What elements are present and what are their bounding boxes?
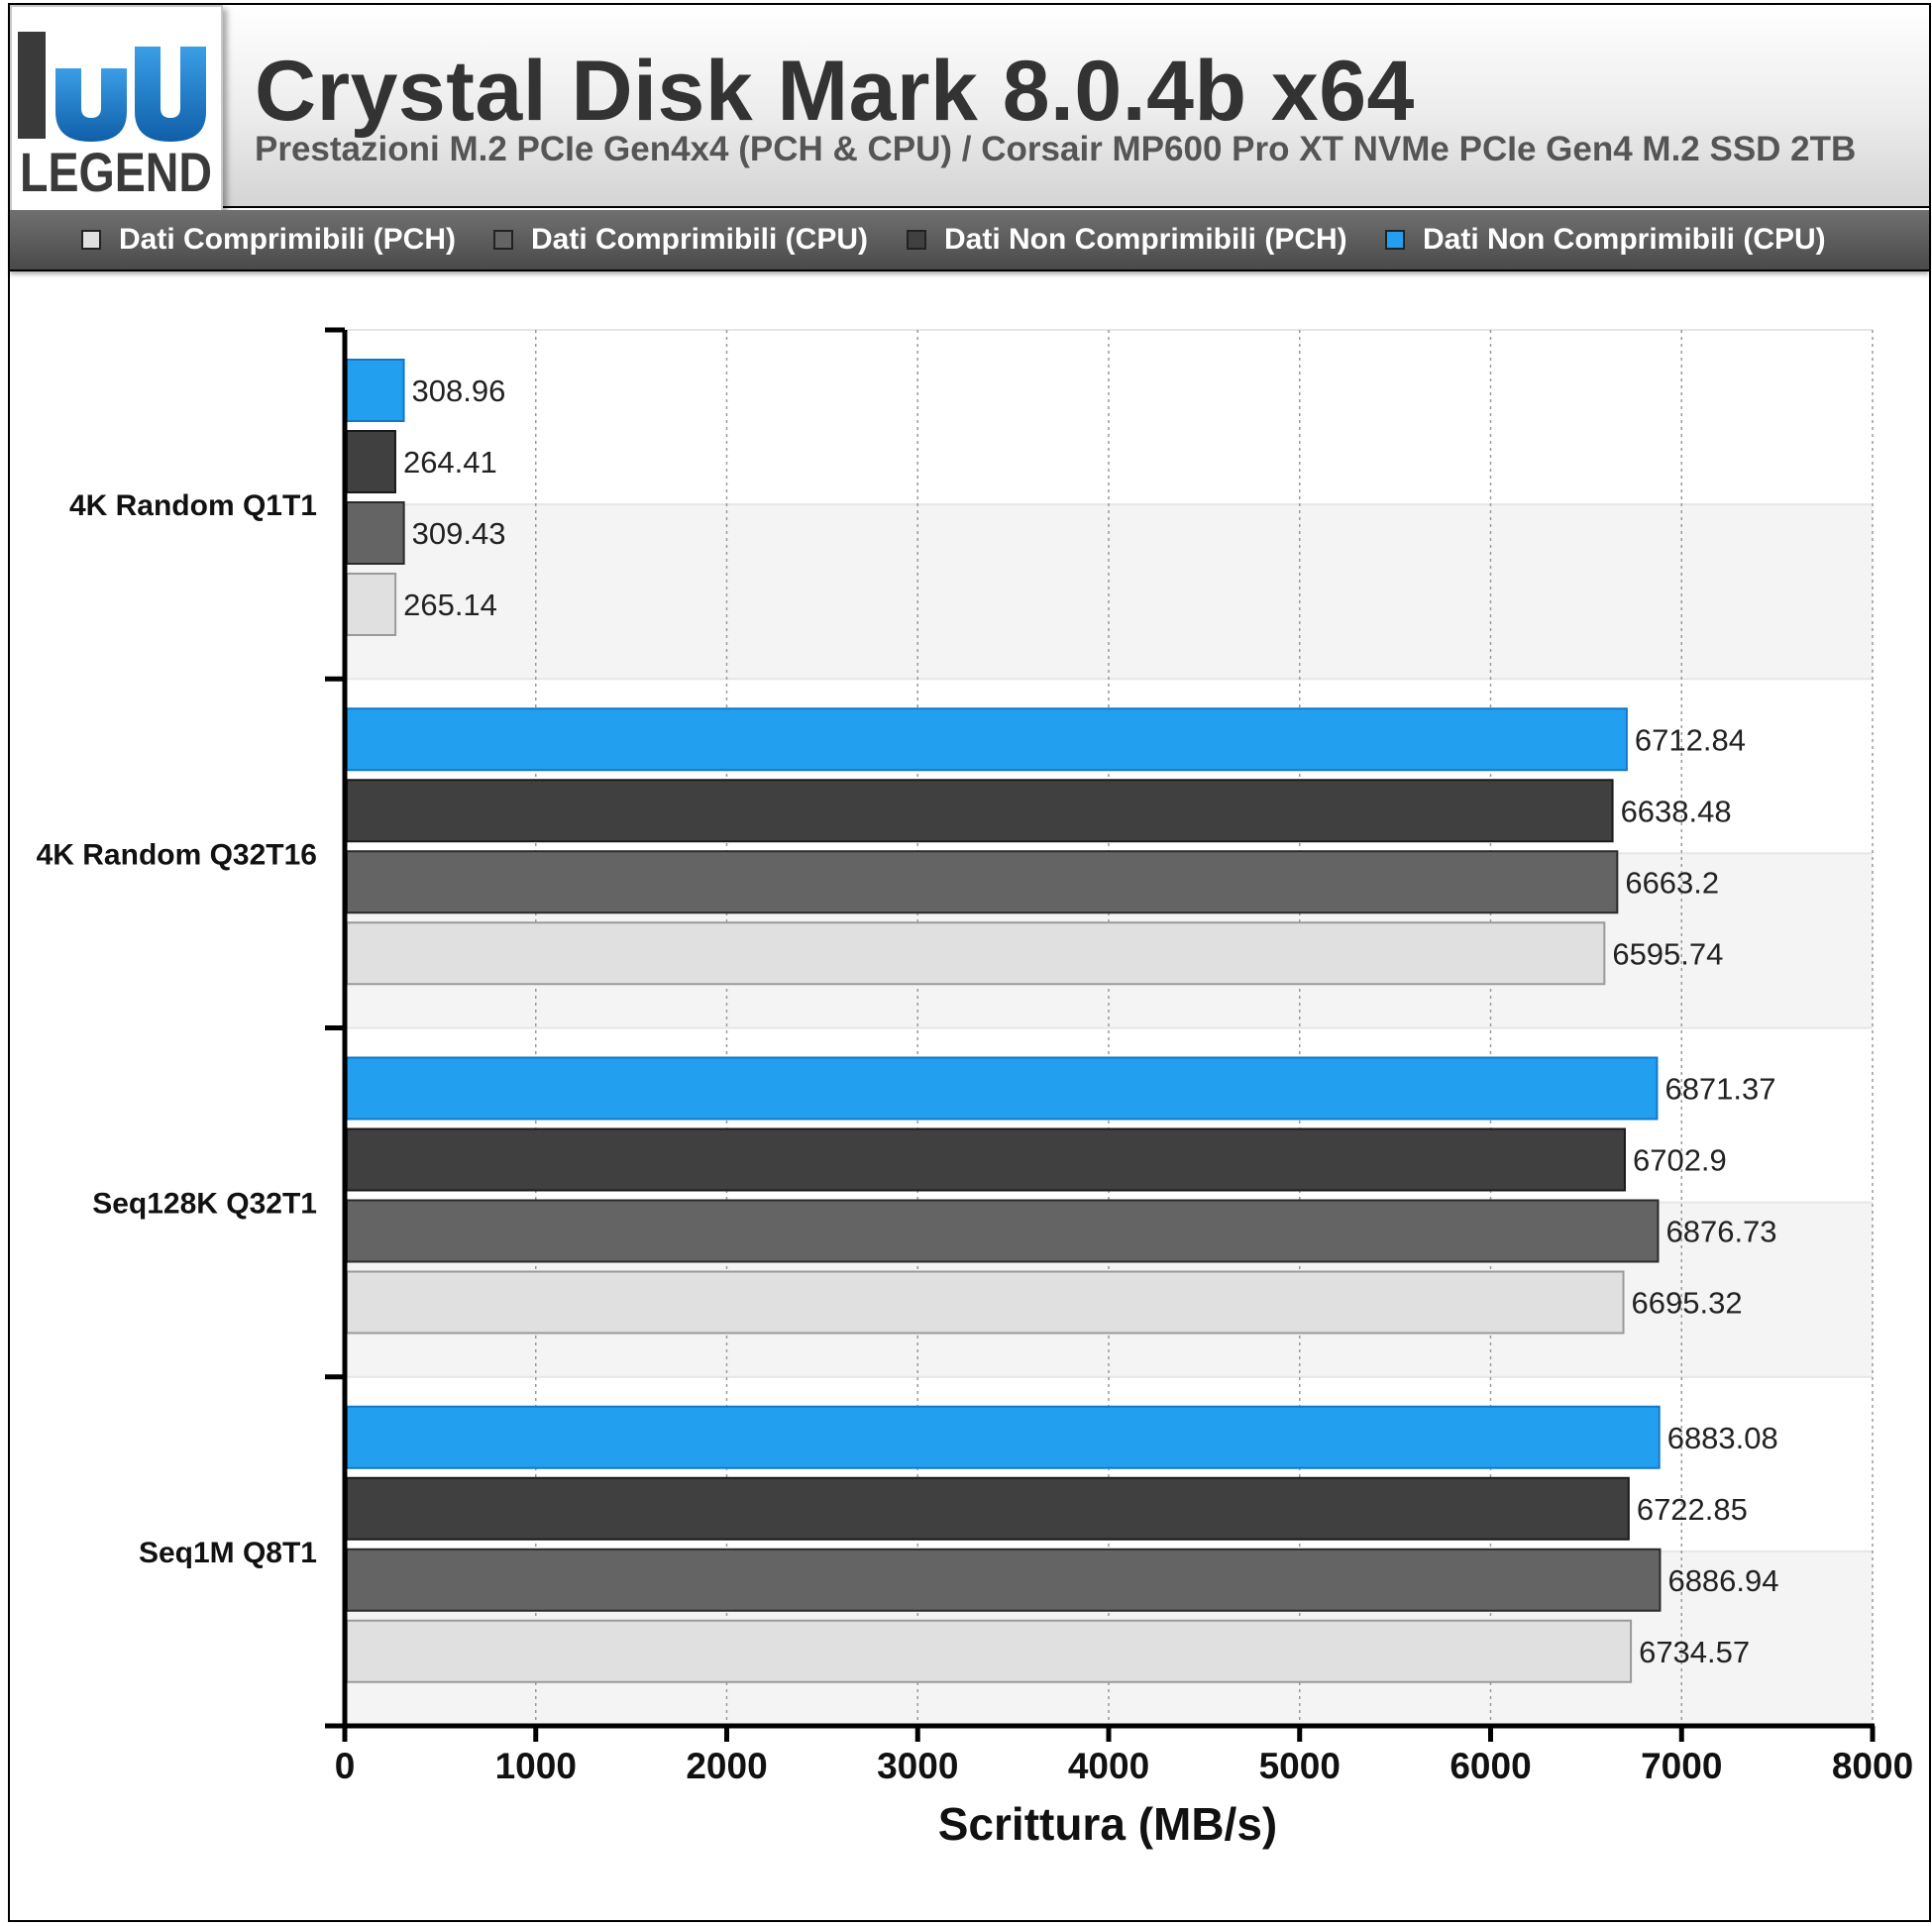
bar [346, 1270, 1625, 1335]
legend-item-comprimibili-pch: Dati Comprimibili (PCH) [81, 210, 456, 269]
category-label: 4K Random Q1T1 [69, 489, 317, 522]
legend-swatch [907, 230, 926, 250]
logo-text: LEGEND [20, 141, 212, 203]
bar [346, 921, 1606, 986]
chart-subtitle: Prestazioni M.2 PCIe Gen4x4 (PCH & CPU) … [255, 130, 1857, 168]
x-tick-label: 5000 [1259, 1746, 1341, 1786]
bar [346, 779, 1614, 843]
plot-band [345, 504, 1873, 680]
data-label: 6638.48 [1621, 794, 1732, 828]
data-label: 6886.94 [1667, 1563, 1778, 1598]
bar [346, 1619, 1633, 1683]
legend-label: Dati Comprimibili (PCH) [119, 223, 457, 256]
data-label: 6712.84 [1635, 722, 1746, 757]
chart-header: Crystal Disk Mark 8.0.4b x64 Prestazioni… [10, 5, 1929, 208]
chart-legend: Dati Comprimibili (PCH) Dati Comprimibil… [10, 210, 1929, 271]
legend-label: Dati Non Comprimibili (PCH) [944, 223, 1347, 256]
data-label: 6702.9 [1633, 1143, 1727, 1178]
chart-title: Crystal Disk Mark 8.0.4b x64 [255, 44, 1415, 139]
bar [346, 850, 1619, 914]
x-tick-label: 3000 [877, 1746, 958, 1786]
data-label: 265.14 [403, 588, 497, 622]
bar [346, 501, 405, 565]
data-label: 6695.32 [1632, 1286, 1743, 1321]
category-label: 4K Random Q32T16 [37, 838, 317, 871]
bar [346, 1056, 1659, 1121]
x-tick-label: 1000 [495, 1746, 577, 1786]
legend-item-comprimibili-cpu: Dati Comprimibili (CPU) [493, 210, 868, 269]
x-tick-label: 7000 [1641, 1746, 1722, 1786]
bar [346, 1548, 1662, 1612]
logo-mark-icon: LEGEND [18, 32, 212, 203]
data-label: 6595.74 [1612, 936, 1723, 971]
data-label: 6871.37 [1664, 1072, 1775, 1107]
x-tick-label: 8000 [1832, 1746, 1913, 1786]
bar [346, 430, 396, 493]
x-tick-label: 0 [335, 1746, 356, 1786]
x-tick-label: 2000 [686, 1746, 767, 1786]
legend-item-non-comprimibili-pch: Dati Non Comprimibili (PCH) [907, 210, 1347, 269]
legend-swatch [1385, 230, 1405, 250]
x-tick-label: 4000 [1068, 1746, 1149, 1786]
x-tick-label: 6000 [1449, 1746, 1531, 1786]
data-label: 6663.2 [1625, 865, 1719, 900]
bar [346, 1405, 1661, 1469]
legend-swatch [493, 230, 513, 250]
bar [346, 707, 1628, 772]
bar [346, 1476, 1630, 1541]
data-label: 309.43 [412, 516, 506, 551]
x-axis-title: Scrittura (MB/s) [938, 1798, 1277, 1850]
legend-swatch [81, 230, 101, 250]
bar [346, 573, 397, 636]
category-label: Seq1M Q8T1 [139, 1537, 317, 1569]
data-label: 6876.73 [1665, 1215, 1776, 1249]
bar [346, 359, 405, 422]
bar [346, 1127, 1626, 1192]
data-label: 264.41 [403, 445, 497, 480]
data-label: 6883.08 [1667, 1421, 1778, 1455]
bar [346, 1199, 1660, 1263]
legend-label: Dati Non Comprimibili (CPU) [1423, 223, 1826, 256]
legend-item-non-comprimibili-cpu: Dati Non Comprimibili (CPU) [1385, 210, 1826, 269]
data-label: 6722.85 [1637, 1492, 1748, 1527]
data-label: 308.96 [412, 374, 506, 408]
legend-label: Dati Comprimibili (CPU) [531, 223, 869, 256]
data-label: 6734.57 [1639, 1635, 1750, 1669]
category-label: Seq128K Q32T1 [92, 1188, 317, 1221]
